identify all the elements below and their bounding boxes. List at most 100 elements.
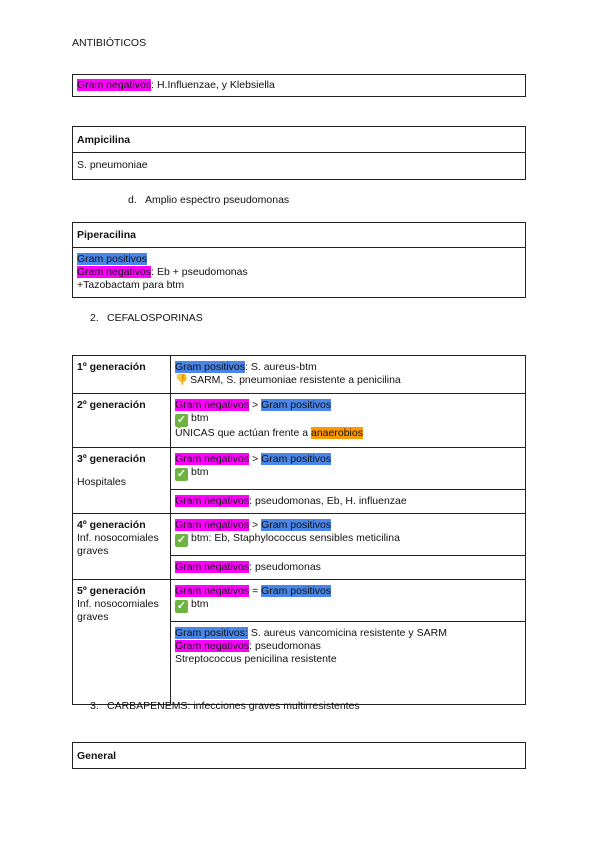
check-mark-icon: ✓: [175, 468, 188, 481]
generation-detail-cell: Gram negativos = Gram positivos ✓ btm: [170, 579, 526, 622]
text-line: Streptococcus penicilina resistente: [175, 653, 521, 666]
table-row: 3º generación Hospitales Gram negativos > …: [72, 447, 526, 514]
gram-negativos-highlight: Gram negativos: [175, 453, 250, 465]
hand-pointing-down-icon: 👎: [175, 374, 189, 386]
text: btm: Eb, Staphylococcus sensibles metici…: [191, 532, 400, 544]
table-row: Gram positivos Gram negativos: Eb + pseud…: [73, 248, 525, 296]
text: >: [249, 453, 262, 465]
text: S. aureus vancomicina resistente y SARM: [247, 627, 447, 639]
text-line: Gram positivos: S. aureus-btm: [175, 361, 521, 374]
gram-negativos-highlight: Gram negativos: [175, 399, 250, 411]
generation-note: Inf. nosocomiales graves: [77, 598, 159, 623]
text: >: [249, 519, 262, 531]
table-header: Ampicilina: [73, 127, 525, 153]
generation-label: 2º generación: [77, 399, 146, 411]
table-row: 2º generación Gram negativos > Gram posit…: [72, 393, 526, 448]
text-line: Gram negativos > Gram positivos: [175, 453, 521, 466]
table-row: 4º generación Inf. nosocomiales graves Gra…: [72, 513, 526, 580]
text-line: +Tazobactam para btm: [77, 279, 521, 292]
gram-positivos-highlight: Gram positivos: [261, 519, 332, 531]
gram-negativos-highlight: Gram negativos: [77, 266, 152, 278]
text-line: ✓ btm: [175, 598, 521, 613]
text-line: S. pneumoniae: [77, 159, 521, 172]
generation-detail-cell: Gram negativos: pseudomonas: [170, 555, 526, 580]
text-line: Gram negativos > Gram positivos: [175, 399, 521, 412]
text-line: Gram negativos: Eb + pseudomonas: [77, 266, 521, 279]
table-header: Piperacilina: [73, 223, 525, 248]
text: ÚNICAS que actúan frente a: [175, 427, 311, 439]
generation-detail-cell: Gram negativos > Gram positivos ✓ btm ÚNICA…: [170, 393, 526, 448]
generation-detail-cell: Gram positivos: S. aureus-btm 👎 SARM, S. p…: [170, 355, 526, 394]
cefalosporinas-table: 1º generación Gram positivos: S. aureus-b…: [72, 355, 526, 705]
text-line: Gram negativos = Gram positivos: [175, 585, 521, 598]
table-row: Gram negativos: H.Influenzae, y Klebsiel…: [73, 75, 525, 96]
text: =: [249, 585, 262, 597]
text: : pseudomonas: [249, 640, 321, 652]
gram-negativos-highlight: Gram negativos: [77, 79, 152, 91]
table-row: Gram negativos: pseudomonas, Eb, H. infl…: [73, 489, 526, 514]
text: +Tazobactam para btm: [77, 279, 185, 291]
gram-positivos-highlight: Gram positivos: [77, 253, 148, 265]
ampicilina-table: Ampicilina S. pneumoniae: [72, 126, 526, 180]
text: >: [249, 399, 262, 411]
gram-negativos-table: Gram negativos: H.Influenzae, y Klebsiel…: [72, 74, 526, 97]
generation-label: 5º generación: [77, 585, 146, 597]
text: btm: [191, 466, 209, 478]
gram-positivos-highlight: Gram positivos: [261, 453, 332, 465]
text-line: Gram negativos: pseudomonas: [175, 561, 521, 574]
table-row: 5º generación Inf. nosocomiales graves Gra…: [72, 579, 526, 705]
text-line: ✓ btm: Eb, Staphylococcus sensibles metic…: [175, 532, 521, 547]
general-table: General: [72, 742, 526, 769]
table-row: 1º generación Gram positivos: S. aureus-b…: [72, 355, 526, 394]
text-line: Gram negativos: pseudomonas: [175, 640, 521, 653]
text-line: ÚNICAS que actúan frente a anaerobios: [175, 427, 521, 440]
text-line: Gram negativos: H.Influenzae, y Klebsiel…: [77, 79, 521, 92]
generation-detail-cell: Gram negativos > Gram positivos ✓ btm: [170, 447, 526, 490]
generation-label-cell: 2º generación: [72, 393, 171, 448]
generation-label-cell: 5º generación Inf. nosocomiales graves: [72, 579, 171, 705]
generation-label: 3º generación: [77, 453, 146, 465]
text: btm: [191, 598, 209, 610]
piperacilina-table: Piperacilina Gram positivos Gram negativo…: [72, 222, 526, 298]
generation-label: 1º generación: [77, 361, 146, 373]
document-title: ANTIBIÓTICOS: [72, 37, 147, 49]
text-line: Gram positivos: [77, 253, 521, 266]
gram-positivos-highlight: Gram positivos: [261, 585, 332, 597]
section-heading: CEFALOSPORINAS: [107, 312, 203, 324]
check-mark-icon: ✓: [175, 414, 188, 427]
list-marker: 2.: [90, 312, 99, 324]
table-row: Gram positivos: S. aureus vancomicina re…: [73, 621, 526, 705]
section-heading: CARBAPENEMS: infecciones graves multirre…: [107, 700, 360, 712]
gram-negativos-highlight: Gram negativos: [175, 561, 250, 573]
list-marker: d.: [128, 194, 137, 206]
gram-positivos-highlight: Gram positivos:: [175, 627, 248, 639]
table-header: General: [77, 750, 117, 762]
table-row: S. pneumoniae: [73, 153, 525, 176]
generation-label-cell: 4º generación Inf. nosocomiales graves: [72, 513, 171, 580]
text: : S. aureus-btm: [245, 361, 317, 373]
text-line: ✓ btm: [175, 466, 521, 481]
text-line: Gram negativos: pseudomonas, Eb, H. infl…: [175, 495, 521, 508]
gram-negativos-highlight: Gram negativos: [175, 640, 250, 652]
gram-negativos-highlight: Gram negativos: [175, 495, 250, 507]
text: btm: [191, 412, 209, 424]
check-mark-icon: ✓: [175, 534, 188, 547]
text: Streptococcus penicilina resistente: [175, 653, 337, 665]
text: : H.Influenzae, y Klebsiella: [151, 79, 275, 91]
generation-label: 4º generación: [77, 519, 146, 531]
text-line: 👎 SARM, S. pneumoniae resistente a penici…: [175, 374, 521, 387]
generation-label-cell: 3º generación Hospitales: [72, 447, 171, 514]
list-marker: 3.: [90, 700, 99, 712]
generation-detail-cell: Gram negativos > Gram positivos ✓ btm: Eb,…: [170, 513, 526, 556]
text: SARM, S. pneumoniae resistente a penicil…: [190, 374, 401, 386]
list-item: Amplio espectro pseudomonas: [145, 194, 290, 206]
generation-note: Hospitales: [77, 476, 127, 488]
text: S. pneumoniae: [77, 159, 148, 171]
text-line: ✓ btm: [175, 412, 521, 427]
generation-detail-cell: Gram negativos: pseudomonas, Eb, H. infl…: [170, 489, 526, 514]
generation-detail-cell: Gram positivos: S. aureus vancomicina re…: [170, 621, 526, 705]
gram-negativos-highlight: Gram negativos: [175, 519, 250, 531]
text: : pseudomonas: [249, 561, 321, 573]
text-line: Gram positivos: S. aureus vancomicina re…: [175, 627, 521, 640]
